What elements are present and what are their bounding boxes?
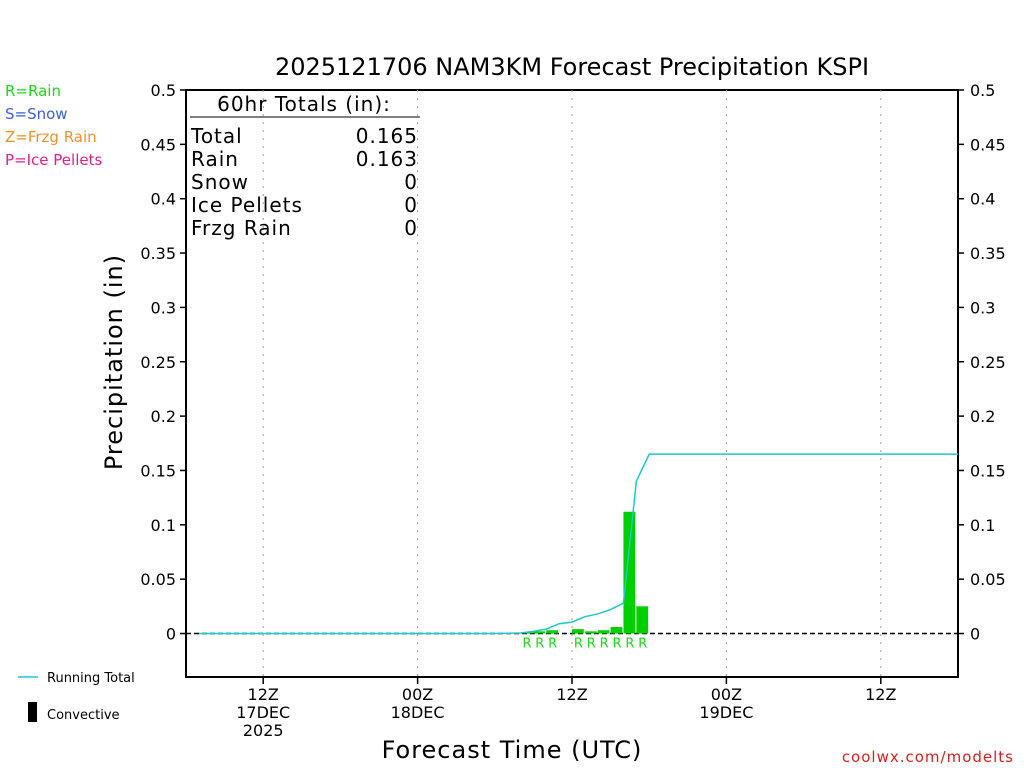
y-tick-label-left-3: 0.15 <box>140 461 176 480</box>
running-total-path <box>198 453 958 635</box>
y-tick-label-left-8: 0.4 <box>151 190 176 209</box>
ptype-label-5: R <box>587 637 596 652</box>
totals-row-label-4: Frzg Rain <box>191 216 292 240</box>
y-tick-label-left-4: 0.2 <box>151 407 176 426</box>
y-tick-label-left-1: 0.05 <box>140 570 176 589</box>
y-tick-label-right-9: 0.45 <box>970 135 1006 154</box>
convective-bars <box>520 511 649 634</box>
x-tick-label-3-0: 00Z <box>711 685 742 704</box>
totals-row-label-1: Rain <box>191 147 239 171</box>
ptype-label-8: R <box>625 637 634 652</box>
ptype-label-2: R <box>548 637 557 652</box>
totals-box: 60hr Totals (in): Total 0.165 Rain 0.163 Snow… <box>190 92 420 240</box>
y-axis-left: 0 0.05 0.1 0.15 0.2 0.25 0.3 0.35 0.4 0.45 0.5 <box>140 81 186 644</box>
ptype-label-7: R <box>613 637 622 652</box>
convective-bar-6 <box>597 630 610 634</box>
x-tick-label-0-0: 12Z <box>248 685 279 704</box>
y-tick-label-left-2: 0.1 <box>151 516 176 535</box>
x-tick-label-1-0: 00Z <box>402 685 433 704</box>
convective-bar-9 <box>636 606 649 634</box>
x-tick-label-0-1: 17DEC <box>236 703 290 722</box>
watermark: coolwx.com/modelts <box>842 748 1014 766</box>
ptype-label-4: R <box>574 637 583 652</box>
y-axis-label: Precipitation (in) <box>100 254 128 470</box>
y-tick-label-left-5: 0.25 <box>140 353 176 372</box>
totals-row-value-1: 0.163 <box>356 147 418 171</box>
y-tick-label-right-0: 0 <box>970 625 980 644</box>
totals-row-value-4: 0 <box>404 216 418 240</box>
ptype-legend-2: Z=Frzg Rain <box>5 128 97 146</box>
convective-bar-8 <box>623 511 636 634</box>
x-axis-label: Forecast Time (UTC) <box>382 736 643 764</box>
y-tick-label-right-10: 0.5 <box>970 81 995 100</box>
series-legend: Running Total Convective <box>18 671 135 723</box>
legend-running-total: Running Total <box>47 671 135 686</box>
totals-row-label-3: Ice Pellets <box>191 193 303 217</box>
vertical-grid <box>262 90 882 677</box>
y-tick-label-left-7: 0.35 <box>140 244 176 263</box>
y-tick-label-right-7: 0.35 <box>970 244 1006 263</box>
convective-bar-1 <box>533 631 546 634</box>
x-tick-label-0-2: 2025 <box>243 721 284 740</box>
ptype-legend-0: R=Rain <box>5 82 61 100</box>
convective-bar-4 <box>572 629 584 634</box>
y-tick-label-left-10: 0.5 <box>151 81 176 100</box>
y-axis-right: 0 0.05 0.1 0.15 0.2 0.25 0.3 0.35 0.4 0.45 0.5 <box>958 81 1006 644</box>
totals-heading: 60hr Totals (in): <box>217 92 391 116</box>
convective-bar-2 <box>546 630 559 634</box>
y-tick-label-right-3: 0.15 <box>970 461 1006 480</box>
y-tick-label-right-2: 0.1 <box>970 516 995 535</box>
totals-row-label-2: Snow <box>191 170 249 194</box>
ptype-label-6: R <box>600 637 609 652</box>
y-tick-label-left-0: 0 <box>166 625 176 644</box>
totals-row-value-0: 0.165 <box>356 124 418 148</box>
legend-bar-symbol <box>28 702 37 722</box>
x-tick-label-3-1: 19DEC <box>699 703 753 722</box>
running-total-line <box>198 453 958 635</box>
y-tick-label-right-5: 0.25 <box>970 353 1006 372</box>
y-tick-label-right-4: 0.2 <box>970 407 995 426</box>
x-tick-label-2-0: 12Z <box>556 685 587 704</box>
totals-row-value-3: 0 <box>404 193 418 217</box>
ptype-label-9: R <box>638 637 647 652</box>
ptype-legend-1: S=Snow <box>5 105 68 123</box>
y-tick-label-left-9: 0.45 <box>140 135 176 154</box>
totals-row-value-2: 0 <box>404 170 418 194</box>
convective-bar-5 <box>584 631 597 634</box>
precip-type-legend: R=Rain S=Snow Z=Frzg Rain P=Ice Pellets <box>5 82 102 169</box>
legend-convective: Convective <box>47 708 120 723</box>
totals-row-label-0: Total <box>190 124 243 148</box>
y-tick-label-right-8: 0.4 <box>970 190 995 209</box>
y-tick-label-left-6: 0.3 <box>151 298 176 317</box>
ptype-label-0: R <box>522 637 531 652</box>
ptype-legend-3: P=Ice Pellets <box>5 151 102 169</box>
x-tick-label-4-0: 12Z <box>865 685 896 704</box>
chart-title: 2025121706 NAM3KM Forecast Precipitation… <box>275 53 869 81</box>
convective-bar-7 <box>610 626 623 634</box>
y-tick-label-right-1: 0.05 <box>970 570 1006 589</box>
x-tick-label-1-1: 18DEC <box>391 703 445 722</box>
y-tick-label-right-6: 0.3 <box>970 298 995 317</box>
ptype-label-1: R <box>535 637 544 652</box>
